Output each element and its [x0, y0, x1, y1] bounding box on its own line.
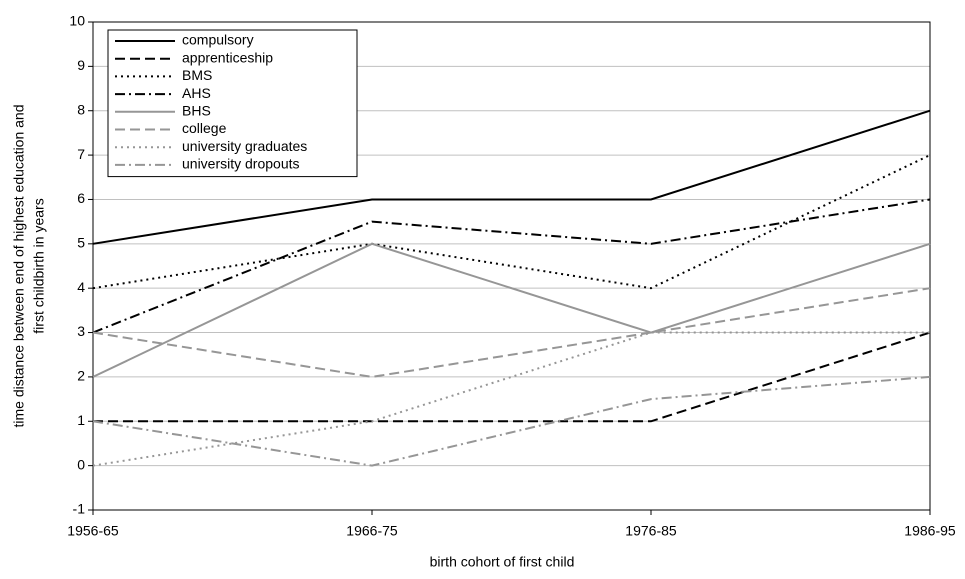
- line-series: [92, 287, 931, 378]
- legend-label: apprenticeship: [182, 49, 273, 65]
- x-tick-label: 1976-85: [625, 523, 677, 539]
- legend-label: AHS: [182, 85, 211, 101]
- y-tick-label: 2: [77, 368, 85, 384]
- line-series: [92, 198, 931, 334]
- plot-frame: [92, 21, 931, 511]
- y-tick-label: 9: [77, 57, 85, 73]
- line-series: [92, 109, 931, 245]
- y-tick-label: 0: [77, 456, 85, 472]
- legend-label: BHS: [182, 103, 211, 119]
- x-tick-label: 1986-95: [904, 523, 956, 539]
- y-tick-label: 3: [77, 323, 85, 339]
- legend-label: BMS: [182, 67, 212, 83]
- legend-label: compulsory: [182, 32, 254, 48]
- legend-label: college: [182, 120, 227, 136]
- y-axis-title: time distance between end of highest edu…: [11, 104, 27, 427]
- y-tick-label: 1: [77, 412, 85, 428]
- y-tick-label: 10: [69, 13, 85, 29]
- line-series: [92, 331, 930, 467]
- y-tick-label: 8: [77, 101, 85, 117]
- legend-label: university dropouts: [182, 156, 300, 172]
- legend-box: [107, 29, 358, 178]
- y-tick-label: 4: [77, 279, 85, 295]
- x-tick-label: 1966-75: [346, 523, 398, 539]
- y-axis-title: first childbirth in years: [31, 198, 47, 333]
- y-tick-label: 7: [77, 146, 85, 162]
- line-series: [92, 242, 931, 378]
- line-series: [93, 331, 931, 423]
- line-series: [92, 375, 931, 467]
- legend-label: university graduates: [182, 138, 307, 154]
- x-tick-label: 1956-65: [67, 523, 119, 539]
- x-axis-title: birth cohort of first child: [430, 554, 575, 570]
- y-tick-label: 6: [77, 190, 85, 206]
- y-tick-label: 5: [77, 235, 85, 251]
- y-tick-label: -1: [73, 501, 86, 517]
